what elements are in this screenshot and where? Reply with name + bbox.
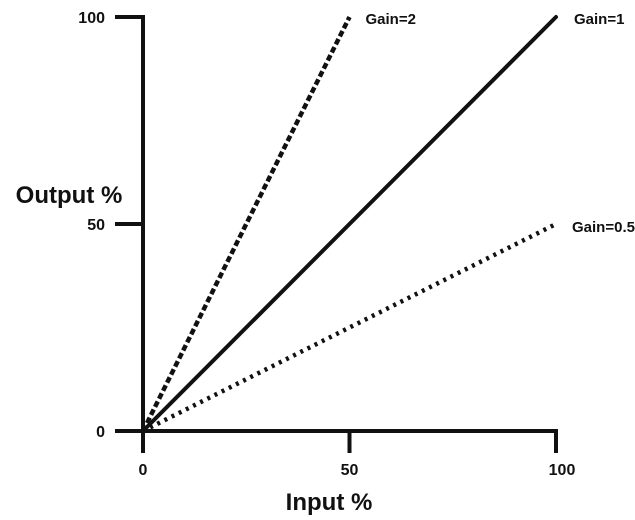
- series-line-0: [140, 15, 352, 433]
- x-tick-label: 0: [139, 462, 148, 479]
- y-tick-label: 50: [87, 217, 105, 234]
- y-tick-label: 100: [78, 10, 105, 27]
- x-tick-label: 100: [549, 462, 576, 479]
- axes: [115, 15, 558, 433]
- series-labels: Gain=2 Gain=1 Gain=0.5: [366, 11, 635, 236]
- series-line-2: [141, 221, 558, 434]
- y-tick-label: 0: [96, 424, 105, 441]
- y-axis-title: Output %: [16, 182, 123, 209]
- x-axis-title: Input %: [286, 489, 373, 516]
- x-axis-ticks: 0 50 100: [139, 431, 576, 479]
- series-lines: [140, 15, 558, 434]
- series-line-1: [141, 15, 558, 433]
- series-label-0: Gain=2: [366, 11, 416, 28]
- series-label-1: Gain=1: [574, 11, 624, 28]
- series-label-2: Gain=0.5: [572, 219, 635, 236]
- y-axis-ticks: 0 50 100: [78, 10, 143, 441]
- x-tick-label: 50: [341, 462, 359, 479]
